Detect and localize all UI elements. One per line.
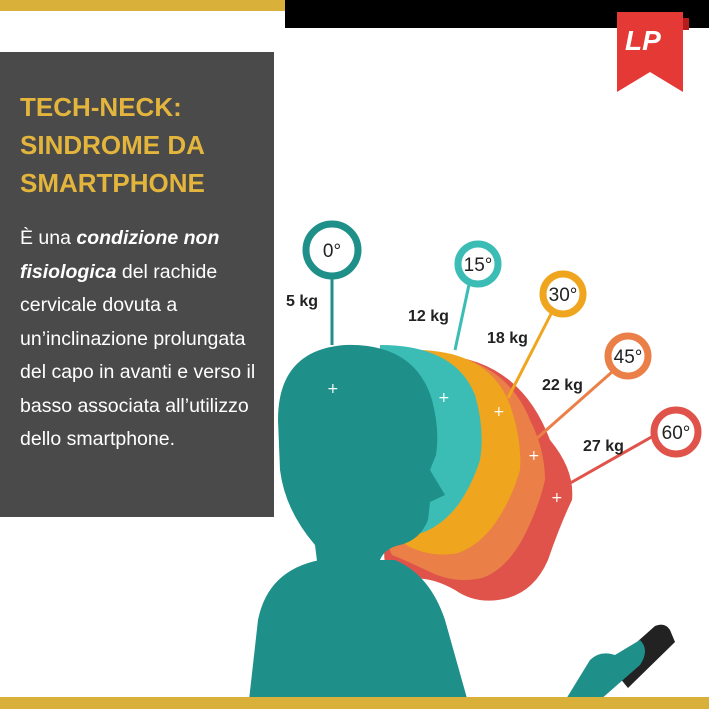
connector-line-30	[506, 311, 554, 399]
title-line-1: TECH-NECK:	[20, 92, 182, 122]
description-emphasis-1: condizione non	[76, 227, 220, 249]
angle-label-30: 30°	[549, 285, 578, 306]
weight-label-0: 5 kg	[286, 293, 318, 310]
marker-45: +	[528, 448, 540, 464]
angle-circle-60	[650, 406, 702, 458]
description-text: È una condizione non fisiologica del rac…	[20, 222, 268, 457]
upright-head	[278, 344, 445, 585]
description-part-1: È una	[20, 227, 77, 249]
angle-label-15: 15°	[464, 255, 493, 276]
marker-30: +	[493, 404, 505, 420]
page-title: TECH-NECK: SINDROME DA SMARTPHONE	[20, 88, 265, 202]
angle-label-45: 45°	[614, 347, 643, 368]
svg-text:LP: LP	[625, 25, 661, 56]
angle-circle-15	[454, 240, 502, 288]
connector-line-45	[534, 370, 613, 442]
info-panel	[0, 52, 274, 517]
title-line-3: SMARTPHONE	[20, 168, 205, 198]
marker-15: +	[438, 390, 450, 406]
bottom-gold-bar	[0, 697, 709, 709]
weight-label-30: 18 kg	[487, 330, 528, 347]
connector-line-15	[453, 279, 472, 351]
description-emphasis-2: fisiologica	[20, 260, 117, 283]
connector-line-60	[557, 433, 656, 492]
marker-60: +	[551, 490, 563, 506]
weight-label-45: 22 kg	[542, 377, 583, 394]
description-part-2: del rachide cervicale dovuta a un’inclin…	[20, 260, 256, 451]
angle-label-0: 0°	[323, 241, 341, 262]
angle-label-60: 60°	[662, 423, 691, 444]
upright-body	[248, 560, 470, 709]
top-gold-bar	[0, 0, 285, 11]
marker-0: +	[327, 381, 339, 397]
angle-circle-0	[302, 220, 362, 280]
angle-circle-30	[539, 270, 587, 318]
arm	[560, 640, 645, 709]
angle-circle-45	[604, 332, 652, 380]
weight-label-15: 12 kg	[408, 308, 449, 325]
weight-label-60: 27 kg	[583, 438, 624, 455]
title-line-2: SINDROME DA	[20, 130, 205, 160]
brand-logo: LP	[617, 12, 689, 92]
